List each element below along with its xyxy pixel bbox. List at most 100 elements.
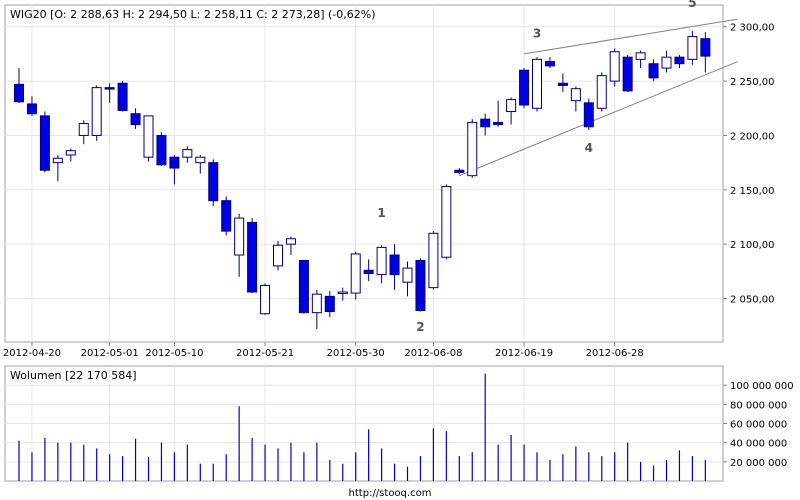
wave-label: 2 <box>416 320 424 334</box>
candle <box>324 290 335 317</box>
candle-body-up <box>532 58 542 109</box>
candle-body-up <box>91 87 102 136</box>
candle-body-down <box>622 56 633 92</box>
candle <box>428 231 439 290</box>
candle-body-down <box>648 63 659 79</box>
candle <box>376 245 387 284</box>
candle-body-down <box>454 169 465 173</box>
price-y-tick-label: 2 200,00 <box>730 131 775 142</box>
candle <box>104 83 115 103</box>
candle-body-down <box>221 200 232 232</box>
candle <box>596 72 607 112</box>
candle-body-up <box>260 284 271 315</box>
candle <box>570 86 581 112</box>
volume-y-tick-label: 40 000 000 <box>730 439 787 450</box>
price-y-tick-label: 2 150,00 <box>730 186 775 197</box>
candle-body-up <box>350 253 361 294</box>
candle <box>247 218 258 294</box>
candle-body-down <box>493 121 504 126</box>
candle-body-up <box>65 150 76 156</box>
price-candles <box>14 31 711 329</box>
wave-label: 1 <box>377 206 385 220</box>
candle <box>493 100 504 127</box>
candle <box>130 108 141 129</box>
candle-body-up <box>609 51 620 82</box>
wave-label: 3 <box>533 27 541 41</box>
candle-body-down <box>363 269 374 275</box>
price-y-axis: 2 050,00 2 100,00 2 150,00 2 200,00 2 250,00… <box>723 23 775 306</box>
candle-body-up <box>285 238 296 245</box>
candle <box>661 50 672 73</box>
candle-body-down <box>247 221 258 293</box>
candle <box>143 115 154 162</box>
candle-body-up <box>376 246 387 276</box>
candle <box>39 111 50 173</box>
candle <box>402 261 413 297</box>
candle-body-up <box>428 232 439 289</box>
candle <box>350 251 361 300</box>
candle <box>91 85 102 141</box>
candle <box>285 236 296 256</box>
candle-body-up <box>506 99 517 113</box>
candle-body-up <box>402 267 413 283</box>
candle <box>506 97 517 125</box>
candle-body-up <box>467 121 478 177</box>
candle <box>583 98 594 131</box>
volume-y-axis: 20 000 000 40 000 000 60 000 000 80 000 000… <box>723 381 794 469</box>
candle-body-up <box>195 156 206 164</box>
candle-body-up <box>143 115 154 158</box>
x-tick-label: 2012-06-08 <box>404 348 462 359</box>
x-tick-label: 2012-05-10 <box>145 348 203 359</box>
candle-body-up <box>273 244 283 267</box>
candle-body-down <box>26 103 37 115</box>
candle-body-up <box>596 75 607 109</box>
candle-body-up <box>441 186 452 258</box>
volume-y-tick-label: 60 000 000 <box>730 420 787 431</box>
candle-body-down <box>169 156 180 169</box>
candle <box>635 50 646 69</box>
x-tick-label: 2012-06-28 <box>586 348 644 359</box>
candle <box>622 55 633 92</box>
candle-body-down <box>156 134 167 166</box>
candle-body-down <box>39 115 50 171</box>
candle-body-down <box>389 254 400 276</box>
candle <box>648 59 659 82</box>
candle-body-down <box>415 259 426 311</box>
price-trendlines <box>459 18 738 177</box>
candle <box>195 155 206 174</box>
candle <box>117 81 128 112</box>
candle <box>52 155 63 182</box>
candle-body-down <box>480 118 491 128</box>
volume-y-tick-label: 20 000 000 <box>730 458 787 469</box>
volume-y-tick-label: 80 000 000 <box>730 400 787 411</box>
candle <box>363 259 374 282</box>
candle-body-up <box>311 293 322 314</box>
volume-header: Wolumen [22 170 584] <box>10 369 137 382</box>
candle <box>687 31 698 65</box>
candle <box>467 119 478 178</box>
volume-grid <box>5 366 723 481</box>
candle <box>78 120 89 145</box>
wave-label: 5 <box>688 0 696 10</box>
candle <box>182 146 193 163</box>
candle <box>156 132 167 166</box>
candle <box>273 240 283 271</box>
candle-body-down <box>208 162 219 202</box>
candle <box>609 48 620 87</box>
volume-bars <box>18 373 706 481</box>
price-panel <box>4 4 724 343</box>
candle-body-down <box>324 295 335 313</box>
candle <box>234 213 245 277</box>
wave-label: 4 <box>585 141 593 155</box>
candle <box>169 155 180 185</box>
candle <box>260 283 271 315</box>
candle <box>674 55 685 69</box>
candle-body-down <box>104 87 115 90</box>
x-tick-label: 2012-05-01 <box>81 348 139 359</box>
candle-body-up <box>635 52 646 60</box>
candle-body-up <box>337 291 348 294</box>
candle <box>298 259 309 314</box>
footer-url[interactable]: http://stooq.com <box>349 488 432 499</box>
price-header: WIG20 [O: 2 288,63 H: 2 294,50 L: 2 258,… <box>10 8 376 21</box>
